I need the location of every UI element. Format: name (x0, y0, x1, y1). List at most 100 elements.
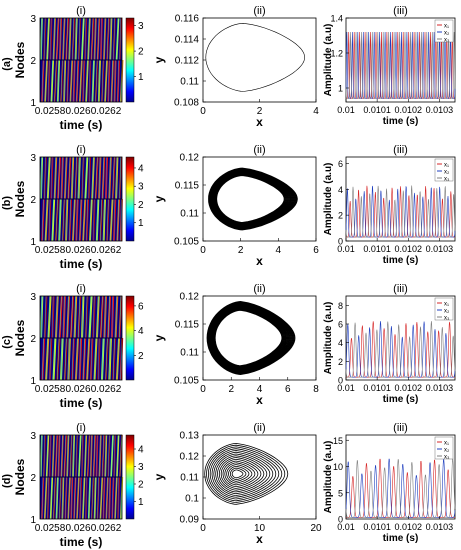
x-axis-label: x (256, 532, 263, 546)
heatmap-stripe (55, 199, 58, 241)
y-tick-label: 0 (338, 376, 343, 386)
y-axis-label: y (152, 195, 166, 202)
y-axis-label: Nodes (13, 319, 27, 356)
heatmap-stripe (105, 435, 107, 477)
heatmap-stripe (91, 157, 94, 199)
heatmap-stripe (100, 477, 103, 519)
panel-label: (ii) (253, 144, 265, 156)
x-axis-label: x (256, 393, 263, 407)
colorbar (125, 434, 135, 520)
heatmap-stripe (47, 157, 50, 199)
heatmap-stripe (54, 60, 57, 102)
y-tick-label: 0.12 (180, 452, 200, 463)
y-tick-label: 2 (30, 195, 36, 206)
heatmap-stripe (48, 296, 51, 338)
heatmap-stripe (81, 435, 83, 477)
heatmap-stripe (64, 338, 67, 380)
y-tick-label: 0 (338, 237, 343, 247)
heatmap-stripe (71, 157, 74, 199)
heatmap-stripe (107, 60, 110, 102)
heatmap-stripe (75, 435, 78, 477)
x-tick-label: 0.01 (337, 244, 355, 254)
heatmap-stripe (50, 477, 53, 519)
heatmap-stripe (114, 477, 117, 519)
y-axis-label: Amplitude (a.u) (323, 163, 334, 236)
x-tick-label: 0.0101 (363, 105, 391, 115)
colorbar-tick-label: 4 (138, 326, 144, 337)
y-tick-label: 0.114 (175, 35, 200, 46)
heatmap-stripe (52, 199, 55, 241)
orbit-trajectory (213, 451, 274, 496)
heatmap-stripe (44, 477, 47, 519)
y-axis-label: Nodes (13, 41, 27, 78)
heatmap-stripe (41, 477, 44, 519)
heatmap-stripe (92, 296, 95, 338)
x-axis-label: time (s) (60, 257, 103, 271)
heatmap-stripe (105, 157, 107, 199)
heatmap-stripe (99, 199, 103, 241)
y-tick-label: 3 (30, 431, 36, 442)
colorbar-tick-label: 2 (138, 480, 144, 491)
heatmap-stripe (48, 60, 50, 102)
row-label: (a) (1, 57, 13, 71)
legend-entry: x₂ (444, 31, 450, 37)
heatmap-stripe (93, 435, 96, 477)
heatmap-stripe (102, 157, 105, 199)
heatmap-frame (39, 295, 123, 381)
x-tick-label: 0.0262 (91, 523, 122, 534)
heatmap-stripe (94, 477, 96, 519)
legend-entry: x₂ (444, 170, 450, 176)
heatmap-stripe (65, 18, 69, 60)
orbit-trajectory (215, 174, 285, 224)
heatmap-stripe (70, 60, 73, 102)
heatmap-stripe (100, 296, 103, 338)
heatmap-stripe (70, 477, 73, 519)
heatmap-stripe (86, 338, 90, 380)
heatmap-stripe (111, 477, 114, 519)
heatmap-stripe (62, 477, 64, 519)
phase-portrait-panel: (ii) 0.09 0.1 0.11 0.12 0.13 0 10 20 y x (152, 422, 322, 546)
heatmap-stripe (51, 296, 54, 338)
y-axis-label: Nodes (13, 458, 27, 495)
orbit-trajectory (228, 466, 250, 482)
y-tick-label: 0.115 (175, 320, 200, 331)
x-tick-label: 0.0102 (395, 522, 423, 532)
y-tick-label: 2 (338, 211, 343, 221)
heatmap-stripe (107, 296, 110, 338)
legend-entry: x₁ (444, 302, 449, 308)
colorbar-tick-label: 6 (138, 301, 144, 312)
legend-entry: x₃ (444, 455, 450, 461)
heatmap-stripe (89, 199, 92, 241)
heatmap-stripe (103, 477, 105, 519)
heatmap-stripe (50, 157, 53, 199)
x-tick-label: 0 (200, 245, 206, 256)
heatmap-stripe (55, 435, 58, 477)
panel-label: (iii) (393, 5, 408, 17)
y-tick-label: 0.11 (180, 209, 199, 220)
heatmap-stripe (59, 18, 62, 60)
y-tick-label: 10 (333, 462, 343, 472)
colorbar-tick-label: 3 (138, 182, 144, 193)
x-tick-label: 0.026 (65, 523, 90, 534)
orbit-trajectory (231, 469, 244, 479)
y-tick-label: 1 (338, 84, 343, 94)
heatmap-stripe (76, 199, 78, 241)
heatmap-stripe (119, 296, 122, 338)
legend-entry: x₁ (444, 24, 449, 30)
heatmap-stripe (95, 157, 98, 199)
x-tick-label: 0 (200, 106, 206, 117)
y-axis-label: Nodes (13, 180, 27, 217)
heatmap-stripe (56, 18, 59, 60)
heatmap-stripe (87, 18, 90, 60)
orbit-trajectory (220, 458, 262, 489)
heatmap-stripe (92, 60, 94, 102)
heatmap-stripe (98, 157, 101, 199)
heatmap-stripe (68, 157, 71, 199)
y-tick-label: 0.12 (180, 292, 200, 303)
